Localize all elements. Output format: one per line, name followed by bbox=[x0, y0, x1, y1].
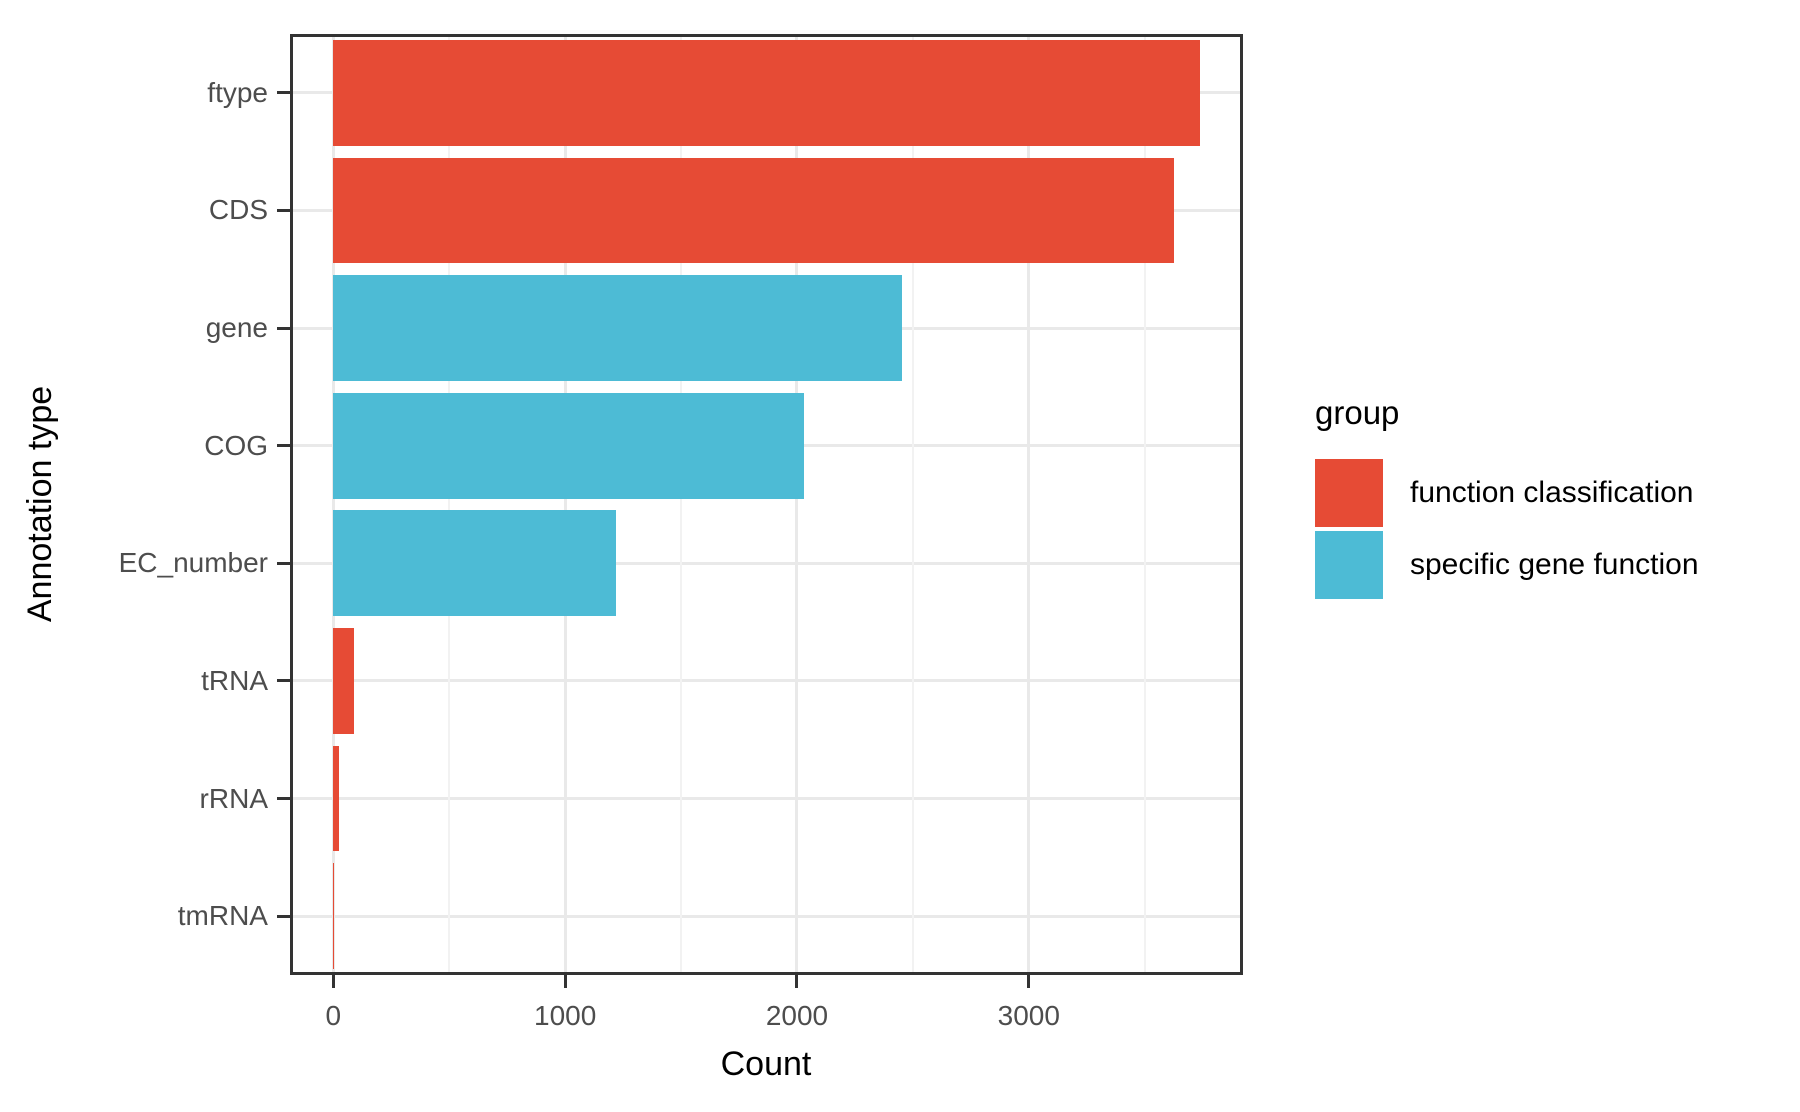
y-tick-mark-tmRNA bbox=[277, 914, 290, 918]
y-tick-mark-tRNA bbox=[277, 679, 290, 683]
y-tick-label-rRNA: rRNA bbox=[199, 782, 268, 814]
y-tick-label-gene: gene bbox=[205, 312, 268, 344]
y-tick-mark-gene bbox=[277, 326, 290, 330]
x-tick-label-2000: 2000 bbox=[765, 1000, 829, 1031]
x-tick-mark-1000 bbox=[563, 975, 567, 988]
legend: group function classification specific g… bbox=[1315, 393, 1699, 603]
x-tick-mark-0 bbox=[331, 975, 335, 988]
legend-label-function-classification: function classification bbox=[1410, 476, 1694, 509]
bar-tRNA bbox=[333, 628, 354, 734]
legend-key-function-classification-swatch bbox=[1315, 459, 1383, 527]
bar-ftype bbox=[333, 39, 1200, 146]
y-tick-label-tRNA: tRNA bbox=[201, 664, 268, 696]
x-tick-mark-2000 bbox=[795, 975, 799, 988]
legend-title: group bbox=[1315, 394, 1400, 431]
bar-EC_number bbox=[333, 510, 617, 617]
x-tick-label-1000: 1000 bbox=[534, 1000, 597, 1031]
y-tick-label-EC_number: EC_number bbox=[118, 547, 268, 579]
gridline-horizontal-rRNA bbox=[290, 797, 1243, 801]
gridline-minor-3500 bbox=[1143, 34, 1146, 975]
legend-label-specific-gene-function: specific gene function bbox=[1410, 548, 1699, 581]
x-tick-mark-3000 bbox=[1027, 975, 1031, 988]
y-tick-label-COG: COG bbox=[204, 429, 268, 461]
legend-key-specific-gene-function-swatch bbox=[1315, 531, 1383, 599]
gridline-minor-500 bbox=[448, 34, 451, 975]
y-tick-label-ftype: ftype bbox=[207, 76, 268, 108]
gridline-major-2000 bbox=[795, 34, 799, 975]
bar-COG bbox=[333, 392, 804, 499]
bar-CDS bbox=[333, 157, 1174, 264]
y-tick-label-CDS: CDS bbox=[208, 194, 268, 226]
y-axis-title: Annotation type bbox=[21, 385, 59, 623]
y-tick-mark-COG bbox=[277, 444, 290, 448]
x-tick-label-3000: 3000 bbox=[997, 1000, 1060, 1031]
gridline-major-3000 bbox=[1027, 34, 1031, 975]
bar-gene bbox=[333, 275, 903, 381]
y-tick-mark-CDS bbox=[277, 208, 290, 212]
x-axis-title: Count bbox=[720, 1045, 812, 1083]
x-tick-label-0: 0 bbox=[325, 1000, 342, 1031]
y-tick-label-tmRNA: tmRNA bbox=[177, 900, 268, 932]
gridline-major-1000 bbox=[563, 34, 567, 975]
y-tick-mark-ftype bbox=[277, 91, 290, 95]
legend-item-specific-gene-function: specific gene function bbox=[1315, 531, 1699, 599]
legend-item-function-classification: function classification bbox=[1315, 459, 1699, 527]
gridline-minor-2500 bbox=[911, 34, 914, 975]
y-tick-mark-EC_number bbox=[277, 561, 290, 565]
plot-panel bbox=[290, 34, 1243, 975]
y-tick-mark-rRNA bbox=[277, 797, 290, 801]
gridline-minor-1500 bbox=[680, 34, 683, 975]
gridline-horizontal-EC_number bbox=[290, 561, 1243, 565]
gridline-major-0 bbox=[331, 34, 335, 975]
bar-rRNA bbox=[333, 745, 339, 852]
gridline-horizontal-tRNA bbox=[290, 679, 1243, 683]
gridline-horizontal-tmRNA bbox=[290, 914, 1243, 918]
